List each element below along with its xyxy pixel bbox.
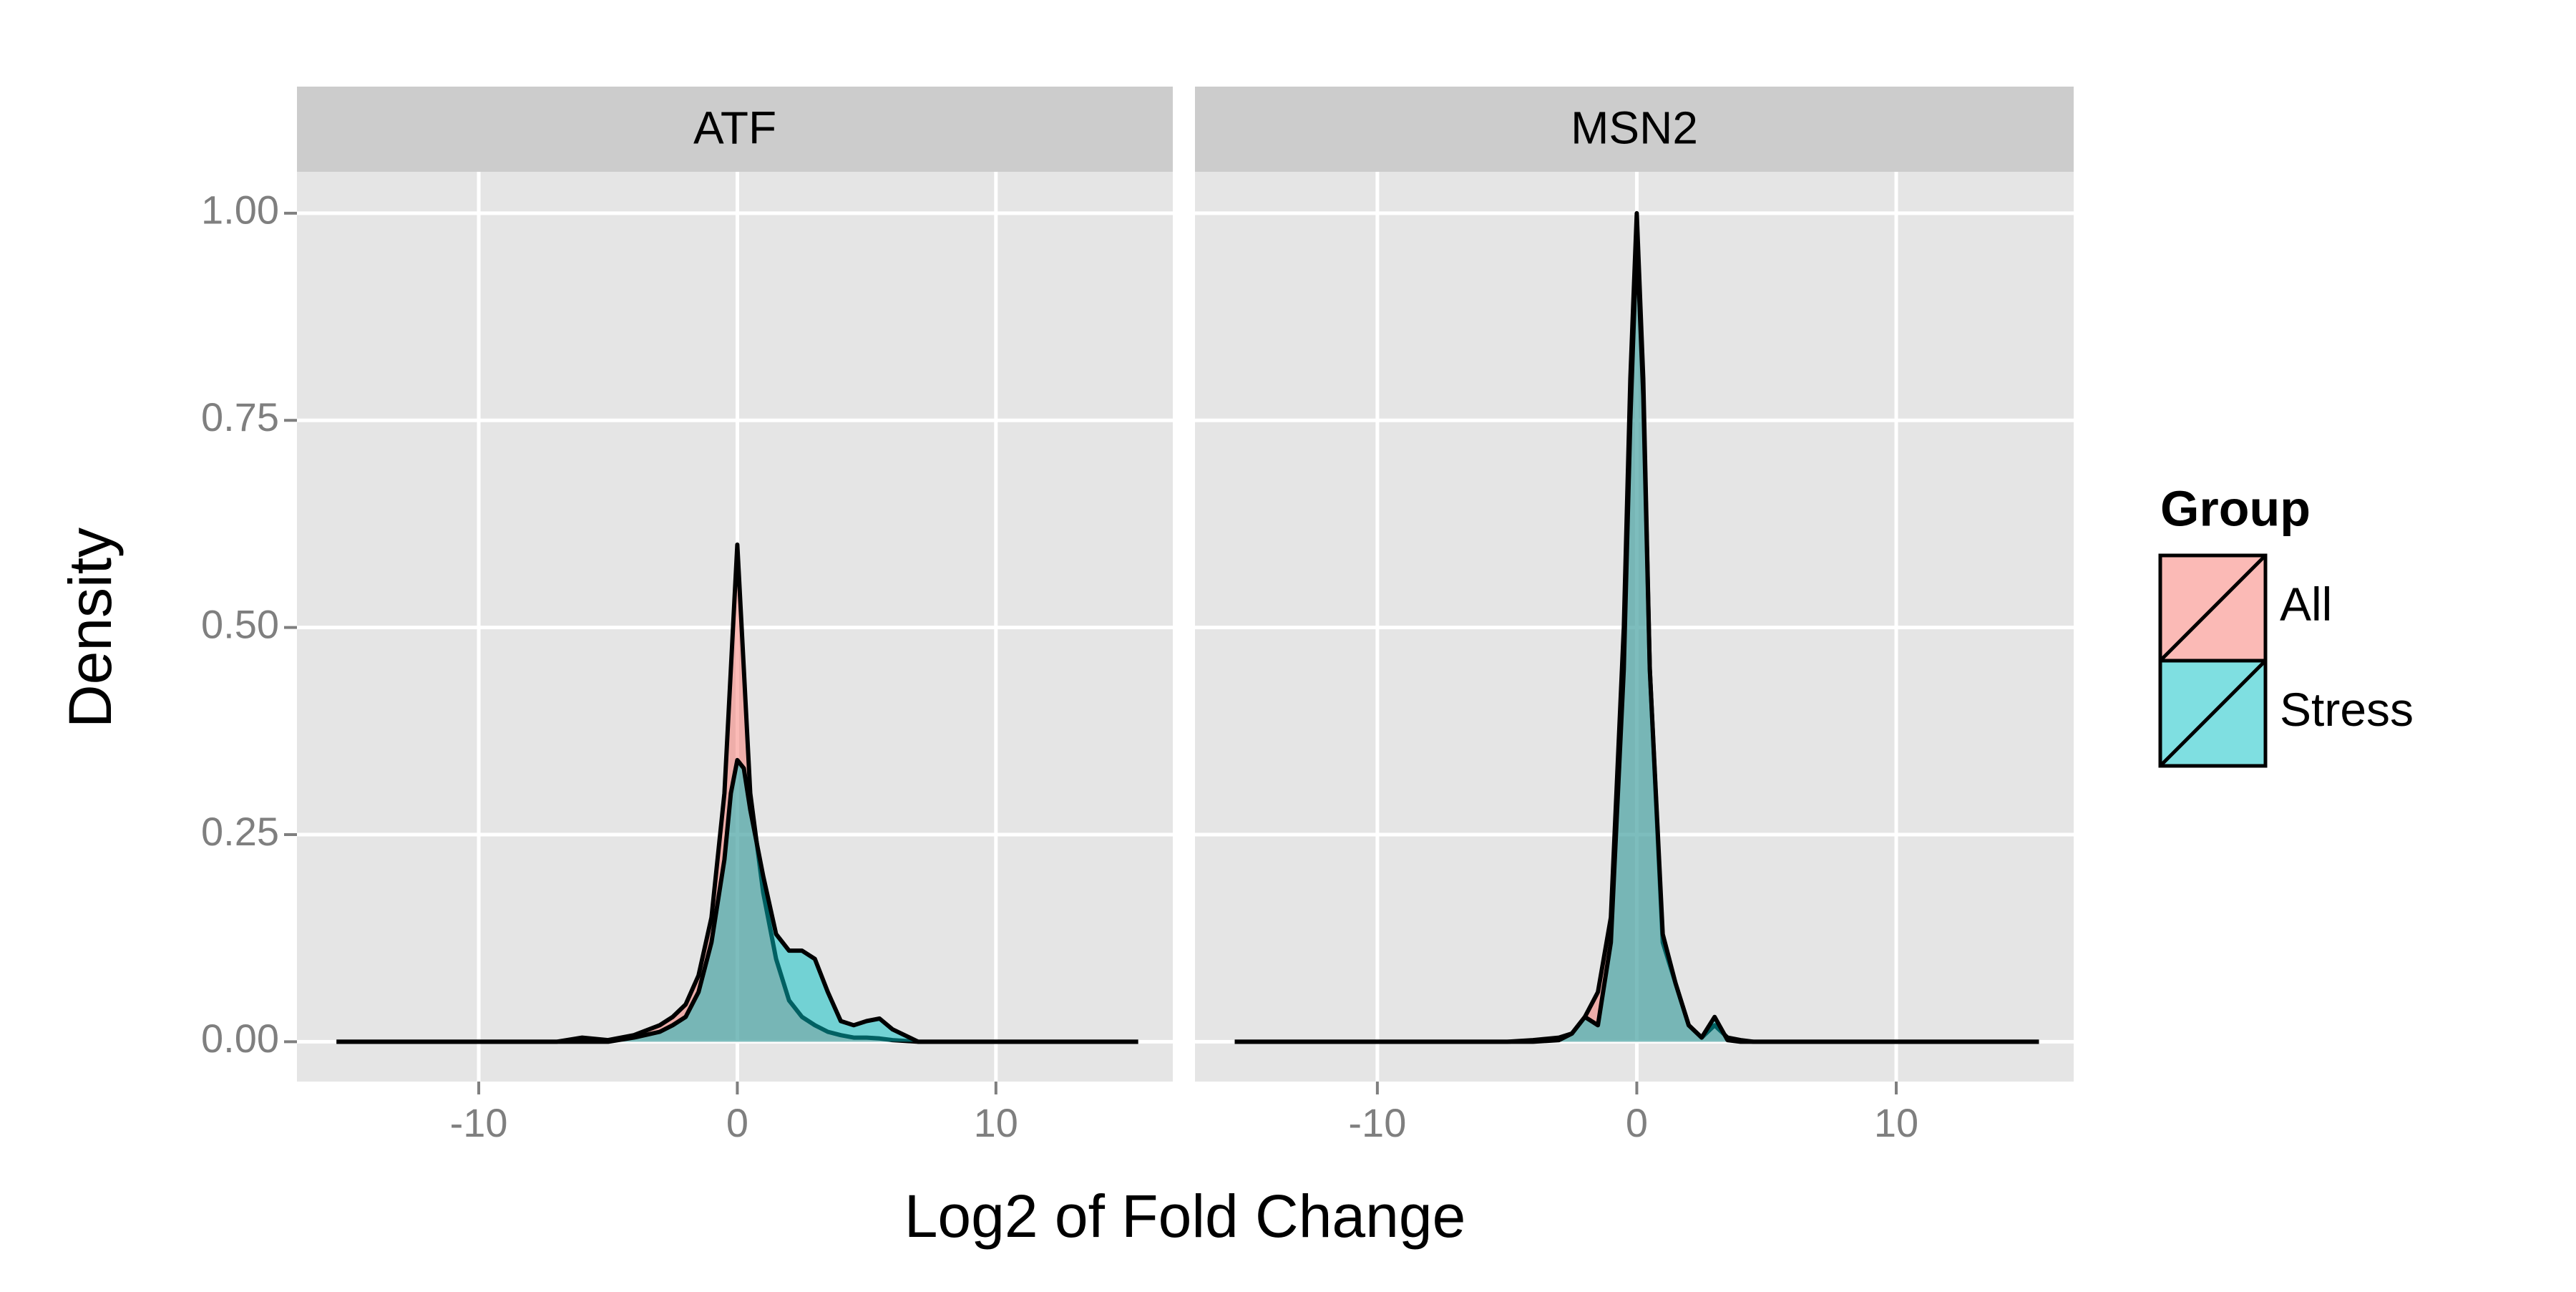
x-tick-label: 10 xyxy=(974,1100,1018,1145)
y-tick-label: 0.00 xyxy=(201,1016,279,1061)
x-tick-label: 0 xyxy=(726,1100,748,1145)
legend-label: All xyxy=(2280,578,2332,631)
density-area xyxy=(336,759,1138,1042)
density-line xyxy=(336,757,1138,1044)
legend-label: Stress xyxy=(2280,683,2414,736)
legend-key-slash xyxy=(2159,659,2267,767)
strip-label: ATF xyxy=(693,102,776,153)
y-tick-label: 0.25 xyxy=(201,809,279,854)
x-tick-label: 0 xyxy=(1626,1100,1648,1145)
density-area xyxy=(1234,238,2039,1042)
strip-background xyxy=(1195,87,2074,172)
strip-background xyxy=(297,87,1173,172)
density-line xyxy=(1234,235,2039,1044)
strip-label: MSN2 xyxy=(1571,102,1698,153)
y-tick-label: 0.75 xyxy=(201,394,279,439)
x-tick-label: -10 xyxy=(450,1100,508,1145)
y-tick-label: 0.50 xyxy=(201,601,279,646)
x-tick-label: -10 xyxy=(1348,1100,1406,1145)
y-axis-title: Density xyxy=(57,528,124,728)
legend-title: Group xyxy=(2160,480,2311,536)
x-axis-title: Log2 of Fold Change xyxy=(904,1182,1466,1250)
y-tick-label: 1.00 xyxy=(201,188,279,233)
legend-key-slash xyxy=(2159,554,2267,662)
x-tick-label: 10 xyxy=(1874,1100,1918,1145)
